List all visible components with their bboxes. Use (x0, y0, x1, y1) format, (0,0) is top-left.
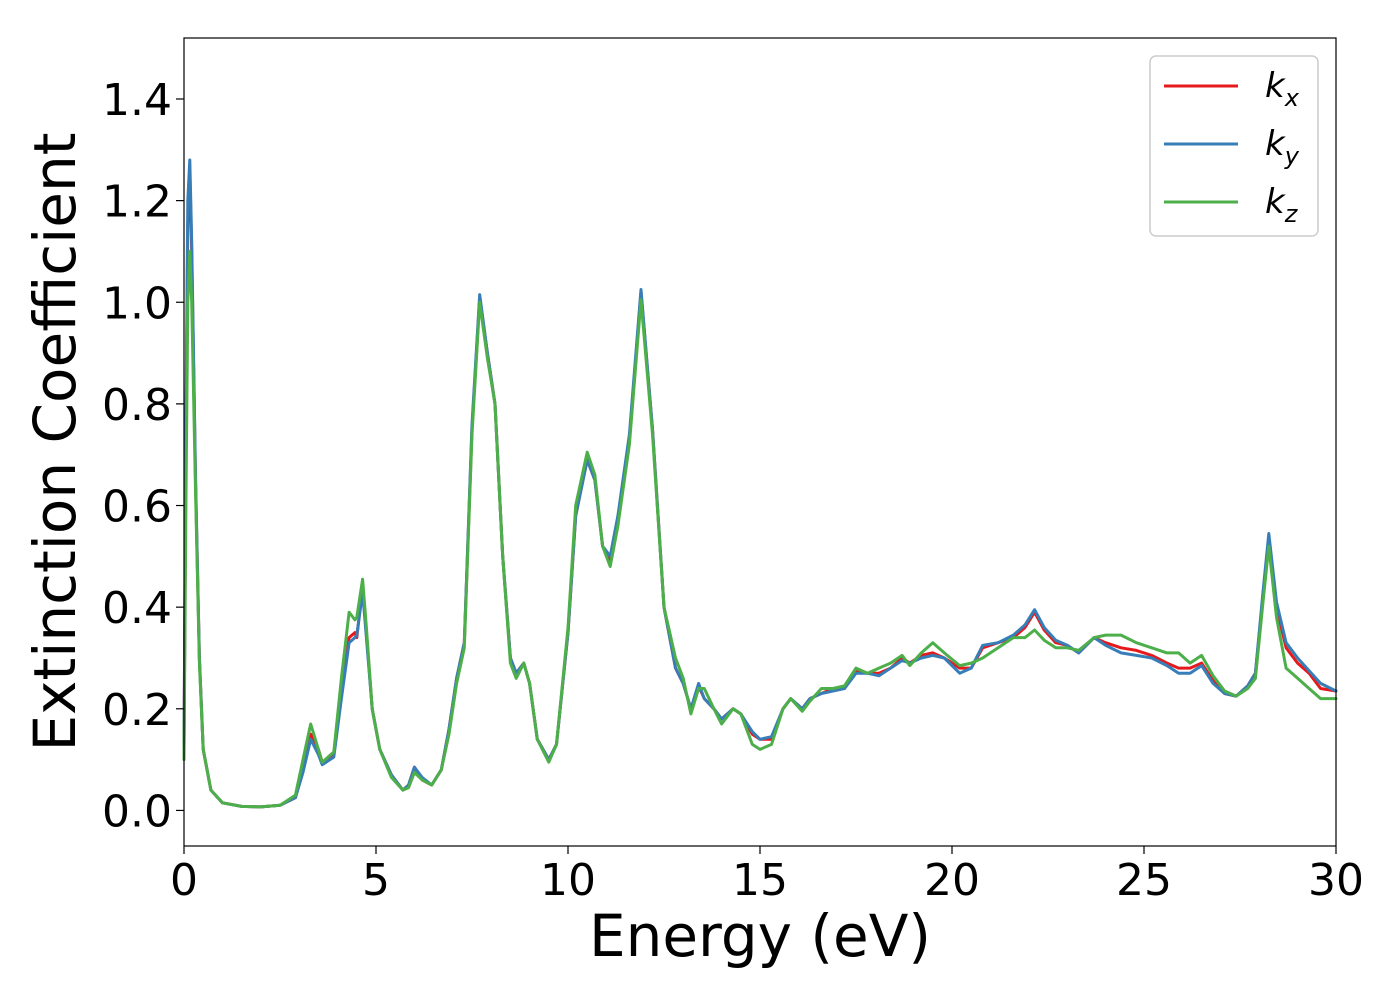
legend-label-k-y: ky (1265, 124, 1300, 170)
y-tick-label: 1.2 (102, 177, 172, 228)
y-tick-label: 0.6 (102, 482, 172, 533)
plot-lines-layer (182, 158, 1338, 809)
legend-label-k-x: kx (1265, 66, 1300, 112)
x-axis-title: Energy (eV) (589, 902, 931, 970)
y-tick-label: 0.4 (102, 583, 172, 634)
x-tick-label: 25 (1116, 855, 1172, 906)
legend: kx ky kz (1149, 55, 1319, 237)
x-tick-label: 0 (170, 855, 198, 906)
y-tick-label: 1.4 (102, 75, 172, 126)
y-tick-label: 0.0 (102, 786, 172, 837)
x-tick-label: 30 (1308, 855, 1364, 906)
x-tick-label: 20 (924, 855, 980, 906)
y-tick-label: 0.2 (102, 685, 172, 736)
y-tick-label: 0.8 (102, 380, 172, 431)
legend-label-k-z: kz (1265, 182, 1299, 228)
legend-box (1149, 55, 1319, 237)
y-tick-label: 1.0 (102, 278, 172, 329)
y-ticks-layer: 0.0 0.2 0.4 0.6 0.8 1.0 1.2 1.4 (102, 75, 184, 837)
x-tick-label: 10 (540, 855, 596, 906)
x-tick-label: 15 (732, 855, 788, 906)
y-axis-title: Extinction Coefficient (21, 133, 89, 752)
series-line-k-y (182, 158, 1338, 809)
x-ticks-layer: 0 5 10 15 20 25 30 (170, 846, 1364, 906)
series-line-k-x (182, 168, 1338, 809)
series-line-k-z (182, 249, 1338, 809)
x-tick-label: 5 (362, 855, 390, 906)
